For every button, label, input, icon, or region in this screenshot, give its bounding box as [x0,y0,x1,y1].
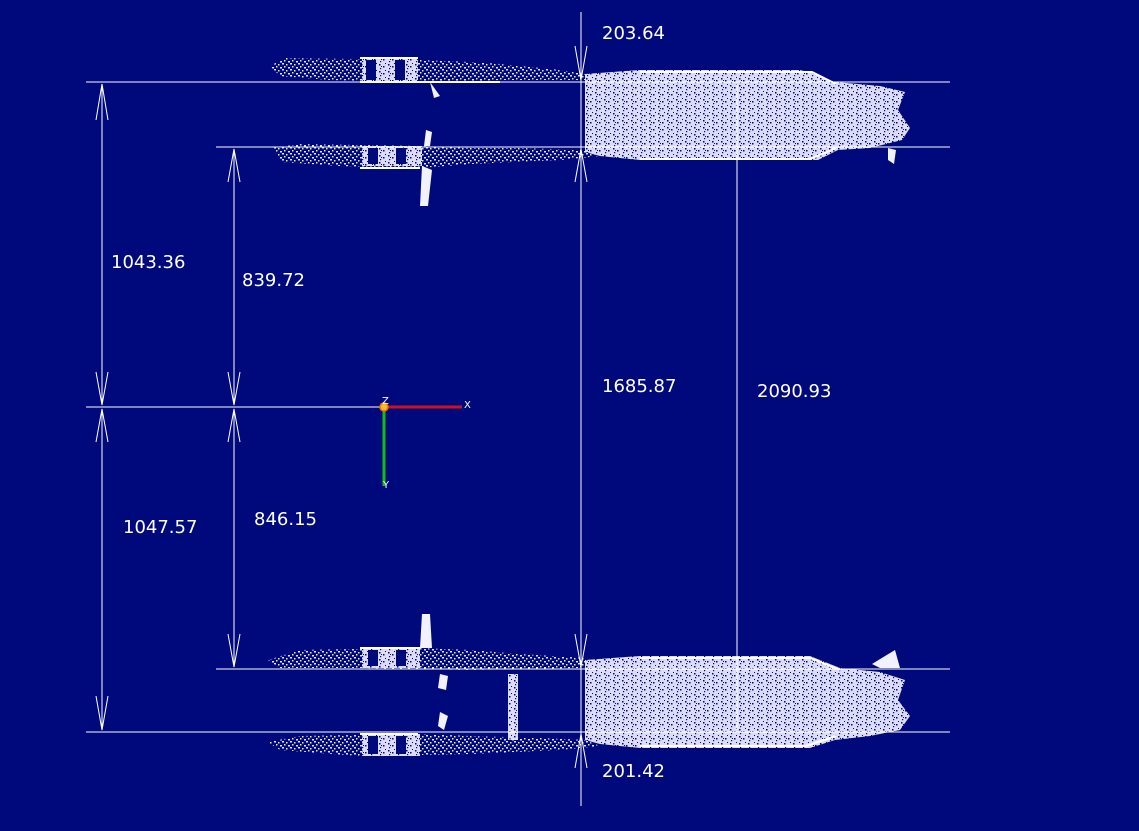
axes-gizmo: X Y Z [379,396,471,491]
axis-origin-icon [379,402,389,412]
top-rear-block [585,70,910,160]
dimension-lines [86,12,950,806]
top-rail-outer-front [270,58,595,82]
dim-label-full-span: 2090.93 [757,381,831,402]
top-rail-inner [272,144,600,168]
bottom-crossmember [508,674,518,740]
x-axis-letter: X [464,400,471,411]
dim-label-top-offset: 203.64 [602,23,665,44]
dim-label-inner-upper: 839.72 [242,270,305,291]
dimension-labels: 203.64 1043.36 839.72 1685.87 2090.93 10… [111,23,831,782]
dim-label-outer-upper: 1043.36 [111,252,185,273]
dim-label-inner-lower: 846.15 [254,509,317,530]
bottom-rear-block [585,656,910,748]
bottom-rail-inner [268,648,600,670]
y-axis-letter: Y [382,480,390,491]
z-axis-letter: Z [382,396,389,407]
point-cloud-bottom-rails [268,614,910,756]
dim-label-center-span: 1685.87 [602,376,676,397]
point-cloud-top-rails [270,57,910,206]
dim-label-outer-lower: 1047.57 [123,517,197,538]
bottom-rail-outer [268,734,600,756]
dim-label-bottom-offset: 201.42 [602,761,665,782]
